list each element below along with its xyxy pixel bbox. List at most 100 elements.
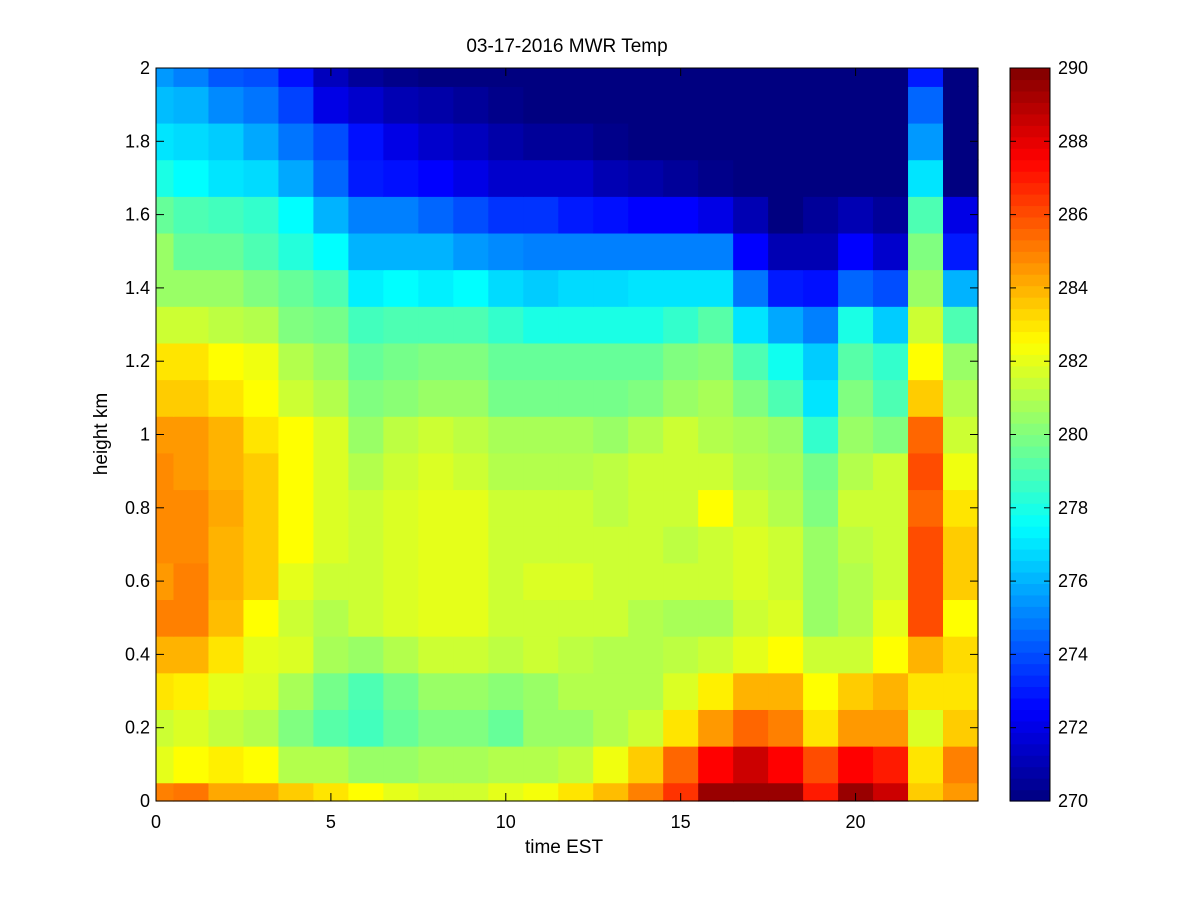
heatmap-cell <box>278 672 315 710</box>
heatmap-cell <box>943 746 979 784</box>
heatmap-cell <box>453 159 489 197</box>
colorbar: 270 272 274 276 278 280 282 284 286 288 290 <box>1009 58 1088 811</box>
heatmap-cell <box>628 269 664 307</box>
heatmap-cell <box>663 342 699 381</box>
y-tick-label: 1.4 <box>125 278 150 298</box>
heatmap-cell <box>943 782 979 802</box>
heatmap-cell <box>593 232 629 271</box>
heatmap-cell <box>698 599 734 637</box>
colorbar-segment <box>1010 503 1050 516</box>
heatmap-cell <box>908 68 944 87</box>
heatmap-cell <box>908 562 944 601</box>
heatmap-cell <box>418 599 454 637</box>
colorbar-segment <box>1010 365 1050 378</box>
heatmap-cell <box>733 86 769 124</box>
heatmap-cell <box>558 526 594 564</box>
heatmap-cell <box>453 782 489 802</box>
heatmap-cell <box>558 68 594 87</box>
heatmap-cell <box>383 416 419 454</box>
colorbar-segment <box>1010 594 1050 607</box>
heatmap-cell <box>943 306 979 344</box>
heatmap-cell <box>453 122 489 161</box>
heatmap-cell <box>628 599 664 637</box>
heatmap-cell <box>523 196 559 234</box>
heatmap-cell <box>383 68 419 87</box>
heatmap-cell <box>943 232 979 271</box>
y-tick-label: 1 <box>140 425 150 445</box>
colorbar-segment <box>1010 697 1050 710</box>
heatmap-cell <box>243 782 280 802</box>
heatmap-cell <box>628 416 664 454</box>
colorbar-tick-label: 288 <box>1058 131 1088 151</box>
heatmap-cell <box>278 782 315 802</box>
heatmap-cell <box>278 269 315 307</box>
heatmap-cell <box>663 379 699 417</box>
heatmap-cell <box>523 452 559 491</box>
heatmap-cell <box>803 562 839 601</box>
heatmap-cell <box>558 599 594 637</box>
heatmap-cell <box>383 562 419 601</box>
colorbar-segment <box>1010 159 1050 172</box>
heatmap-cell <box>156 709 175 747</box>
colorbar-segment <box>1010 423 1050 436</box>
heatmap-cell <box>383 342 419 381</box>
heatmap-cell <box>803 122 839 161</box>
heatmap-cell <box>628 672 664 710</box>
heatmap-cell <box>768 379 804 417</box>
heatmap-cell <box>838 746 874 784</box>
heatmap-cell <box>156 68 175 87</box>
heatmap-cell <box>383 306 419 344</box>
heatmap-cell <box>453 672 489 710</box>
colorbar-segment <box>1010 445 1050 458</box>
heatmap-cell <box>663 86 699 124</box>
heatmap-cell <box>383 232 419 271</box>
colorbar-tick-label: 290 <box>1058 58 1088 78</box>
heatmap-cell <box>348 709 384 747</box>
heatmap-cell <box>558 232 594 271</box>
colorbar-segment <box>1010 789 1050 802</box>
heatmap-cell <box>733 232 769 271</box>
heatmap-cell <box>488 306 524 344</box>
heatmap-cell <box>488 452 524 491</box>
x-tick-label: 15 <box>671 812 691 832</box>
heatmap-cell <box>488 232 524 271</box>
heatmap-cell <box>838 526 874 564</box>
colorbar-segment <box>1010 228 1050 241</box>
heatmap-cell <box>873 68 909 87</box>
heatmap-cell <box>208 159 245 197</box>
colorbar-segment <box>1010 182 1050 195</box>
heatmap-cell <box>593 526 629 564</box>
colorbar-segment <box>1010 663 1050 676</box>
heatmap-cell <box>558 636 594 674</box>
heatmap-cell <box>803 709 839 747</box>
x-tick-label: 5 <box>326 812 336 832</box>
heatmap-cell <box>628 746 664 784</box>
heatmap-cell <box>698 159 734 197</box>
heatmap-cell <box>453 489 489 527</box>
heatmap-cell <box>156 746 175 784</box>
colorbar-segment <box>1010 434 1050 447</box>
heatmap-cell <box>383 379 419 417</box>
colorbar-segment <box>1010 79 1050 92</box>
heatmap-cell <box>156 599 175 637</box>
heatmap-cell <box>523 379 559 417</box>
heatmap-cell <box>698 342 734 381</box>
heatmap-cell <box>803 306 839 344</box>
colorbar-segment <box>1010 709 1050 722</box>
heatmap-cell <box>488 122 524 161</box>
heatmap-cell <box>488 196 524 234</box>
heatmap-cell <box>558 782 594 802</box>
heatmap-cell <box>768 782 804 802</box>
heatmap-cell <box>173 599 210 637</box>
heatmap-cell <box>663 526 699 564</box>
heatmap-cell <box>908 599 944 637</box>
heatmap-cell <box>663 269 699 307</box>
heatmap-cell <box>558 196 594 234</box>
heatmap-cell <box>558 122 594 161</box>
heatmap-cell <box>523 159 559 197</box>
heatmap-cell <box>593 562 629 601</box>
heatmap-cell <box>156 672 175 710</box>
heatmap-cell <box>593 782 629 802</box>
colorbar-segment <box>1010 778 1050 791</box>
heatmap-cell <box>243 746 280 784</box>
